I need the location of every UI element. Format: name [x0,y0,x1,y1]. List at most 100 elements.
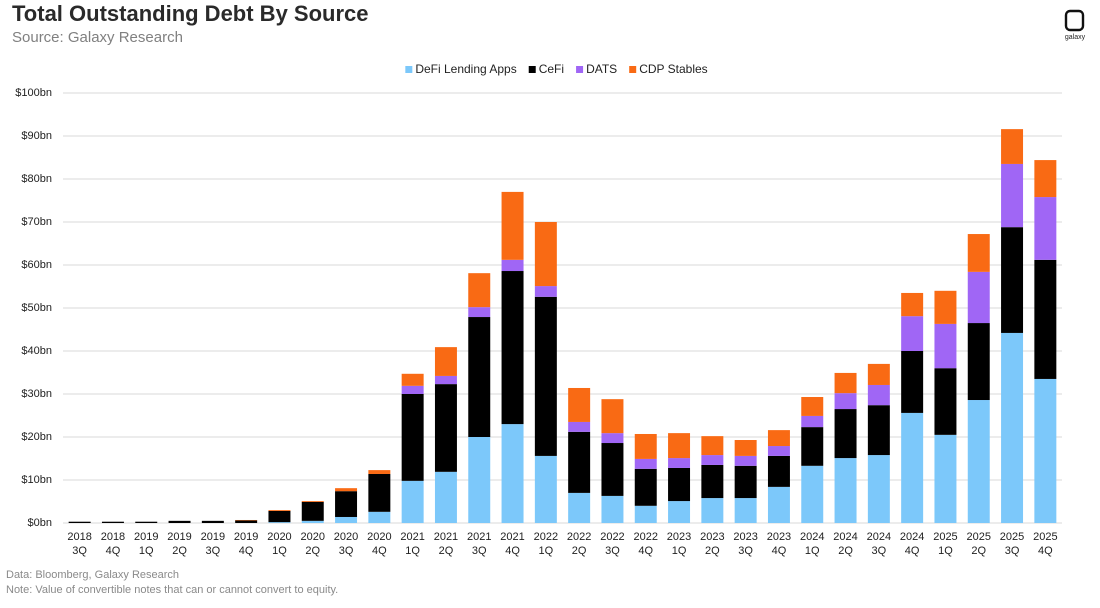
bar-segment [601,399,624,434]
x-tick-label: 1Q [139,545,154,557]
bar-segment [867,384,890,406]
bar-segment [668,458,691,468]
bar-segment [368,511,391,523]
bar-segment [468,273,491,308]
bar-segment [934,434,957,523]
y-tick-label: $70bn [21,216,52,228]
x-tick-label: 2Q [172,545,187,557]
bar-segment [634,458,657,469]
bar-segment [601,495,624,523]
bar-segment [568,387,591,422]
x-tick-label: 1Q [805,545,820,557]
x-tick-label: 2022 [534,531,558,543]
chart-subtitle: Source: Galaxy Research [12,29,183,46]
legend-swatch [629,66,637,73]
bar-segment [568,431,591,493]
bar-segment [501,424,524,523]
bar-segment [368,470,391,474]
x-tick-label: 2020 [301,531,325,543]
bar-segment [335,488,358,492]
x-tick-label: 2025 [967,531,991,543]
x-tick-label: 2023 [767,531,791,543]
x-tick-label: 2025 [1033,531,1057,543]
bar-segment [601,443,624,496]
x-tick-label: 1Q [272,545,287,557]
legend-swatch [576,66,584,73]
y-tick-label: $60bn [21,259,52,271]
legend-label: CeFi [539,62,564,76]
x-tick-label: 2021 [467,531,491,543]
bar-segment [834,409,857,459]
brand-logo [1064,9,1085,32]
footnote: Data: Bloomberg, Galaxy Research [6,569,179,581]
y-tick-label: $90bn [21,130,52,142]
bar-segment [734,440,757,456]
brand-name: galaxy [1065,34,1086,41]
bar-segment [301,501,324,521]
x-tick-label: 2023 [733,531,757,543]
bar-segment [568,492,591,523]
bar-segment [1001,163,1024,228]
bar-segment [1001,129,1024,164]
bar-segment [701,436,724,456]
bar-segment [867,455,890,523]
bar-segment [301,520,324,523]
x-tick-label: 2022 [567,531,591,543]
bar-segment [767,486,790,523]
x-tick-label: 3Q [872,545,887,557]
bar-segment [1001,227,1024,333]
bar-segment [801,427,824,466]
x-tick-label: 2Q [971,545,986,557]
x-tick-label: 2Q [305,545,320,557]
bar-segment [534,455,557,523]
y-tick-label: $80bn [21,173,52,185]
bar-segment [767,446,790,456]
x-tick-label: 2019 [234,531,258,543]
legend-swatch [405,66,413,73]
bar-segment [1034,259,1057,379]
bar-segment [1034,197,1057,260]
bar-segment [901,412,924,523]
x-tick-label: 3Q [339,545,354,557]
x-tick-label: 2024 [900,531,924,543]
x-tick-label: 4Q [905,545,920,557]
bar-segment [401,385,424,394]
chart-title: Total Outstanding Debt By Source [12,1,369,26]
x-tick-label: 2Q [439,545,454,557]
x-tick-label: 2022 [634,531,658,543]
x-tick-label: 4Q [239,545,254,557]
y-tick-label: $50bn [21,302,52,314]
bar-segment [901,351,924,413]
x-tick-label: 2022 [600,531,624,543]
x-tick-label: 4Q [772,545,787,557]
x-tick-label: 2025 [1000,531,1024,543]
bar-segment [135,521,158,523]
bar-segment [801,415,824,428]
x-tick-label: 2018 [101,531,125,543]
bar-segment [335,516,358,523]
x-tick-label: 2024 [867,531,891,543]
x-tick-label: 2Q [705,545,720,557]
bar-segment [501,191,524,260]
x-tick-label: 3Q [738,545,753,557]
y-tick-label: $10bn [21,474,52,486]
x-tick-label: 2024 [800,531,824,543]
bar-segment [1001,332,1024,523]
bar-segment [801,465,824,523]
legend-swatch [528,66,536,73]
bar-segment [734,465,757,499]
bar-segment [568,421,591,432]
bar-segment [834,372,857,394]
bar-segment [101,521,124,523]
y-tick-label: $20bn [21,431,52,443]
bar-segment [901,292,924,317]
bar-segment [834,393,857,410]
x-tick-label: 2020 [367,531,391,543]
bar-segment [668,467,691,502]
x-tick-label: 2023 [667,531,691,543]
footnote: Note: Value of convertible notes that ca… [6,584,338,596]
x-tick-label: 3Q [472,545,487,557]
x-tick-label: 2Q [838,545,853,557]
bar-segment [867,405,890,456]
bar-segment [901,316,924,351]
